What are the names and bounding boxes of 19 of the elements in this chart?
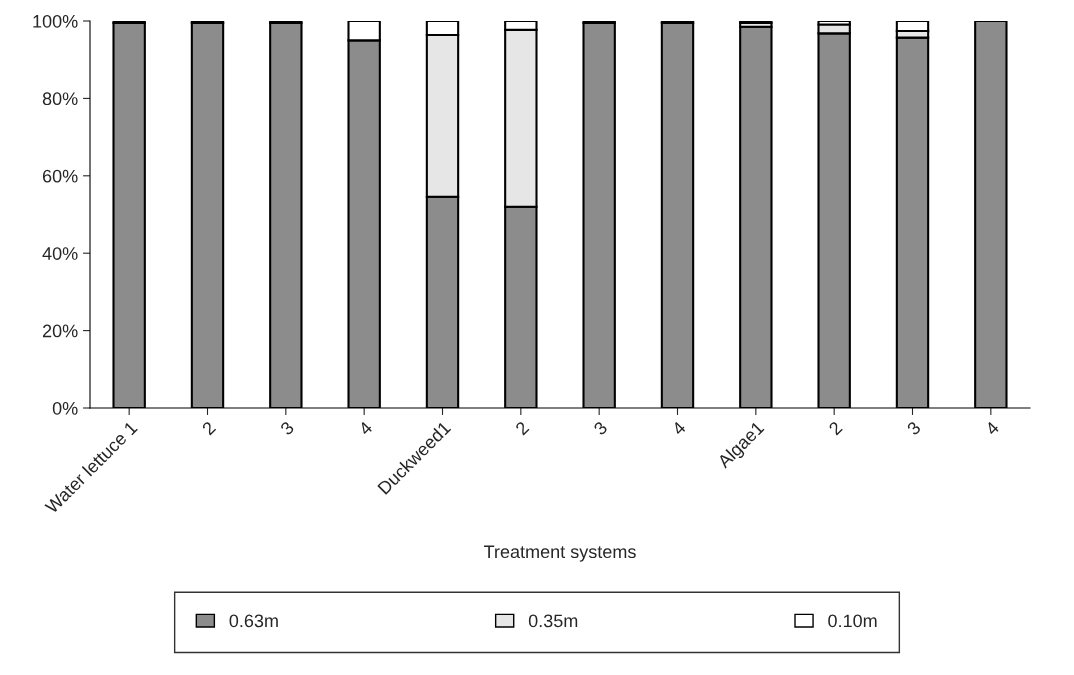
y-tick-label: 20% [42,324,78,338]
x-tick-label: 2 [201,420,217,436]
y-tick-label: 0% [52,401,78,415]
y-tick-label: 100% [33,14,78,28]
x-tick-label: 2 [514,420,530,436]
x-tick-label: 4 [671,420,687,436]
legend-label: 0.35m [528,614,578,628]
legend-label: 0.63m [229,614,278,628]
y-tick-label: 40% [42,247,78,260]
y-tick-label: 60% [42,169,78,183]
x-tick-label: 3 [906,420,922,436]
x-tick-label: 4 [984,420,1000,436]
legend-label: 0.10m [828,614,877,628]
x-tick-label: 2 [828,420,843,436]
x-tick-label: 3 [279,420,295,436]
y-tick-label: 80% [42,92,78,106]
x-tick-label: 3 [592,420,608,436]
x-axis-title: Treatment systems [484,545,636,562]
x-tick-label: 4 [357,420,374,436]
